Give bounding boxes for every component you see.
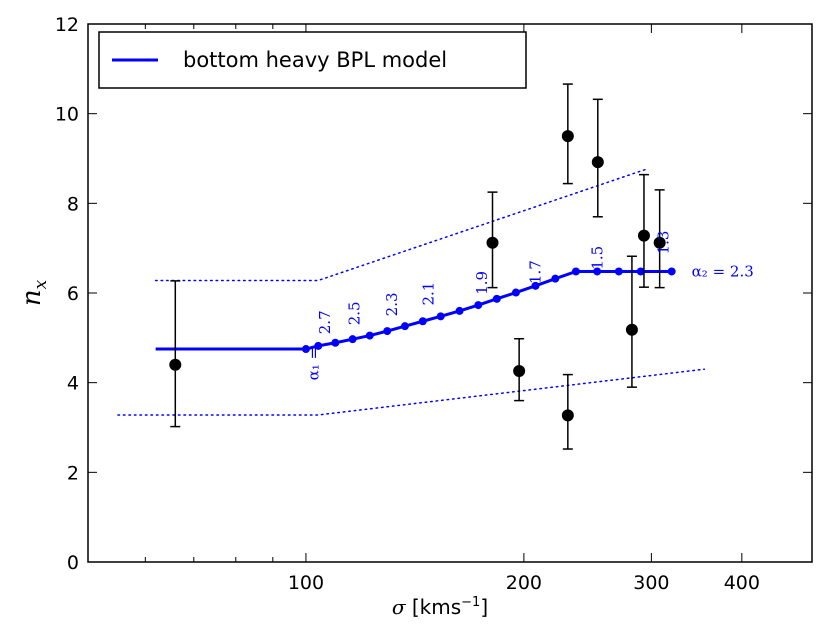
plot-frame bbox=[87, 23, 813, 563]
model-marker bbox=[551, 274, 560, 283]
data-point bbox=[513, 365, 526, 378]
model-marker bbox=[531, 281, 540, 290]
data-point bbox=[637, 229, 650, 242]
alpha-annotation: 1.7 bbox=[527, 260, 545, 284]
model-marker bbox=[636, 267, 645, 276]
model-marker bbox=[301, 345, 310, 354]
legend-label: bottom heavy BPL model bbox=[183, 48, 447, 72]
plot-area: 2.7 2.5 2.3 2.1 1.9 1.7 1.5 1.3 α₁ = α₂ = 2.3 bbox=[117, 83, 754, 450]
model-marker bbox=[314, 341, 323, 350]
data-point bbox=[169, 358, 182, 371]
y-tick-label: 12 bbox=[55, 14, 79, 36]
model-marker bbox=[383, 327, 392, 336]
y-tick-label: 2 bbox=[67, 462, 79, 484]
x-tick-label: 300 bbox=[633, 572, 669, 594]
alpha1-label: α₁ = bbox=[304, 347, 322, 380]
alpha-annotation: 2.1 bbox=[419, 282, 437, 306]
data-point bbox=[653, 236, 666, 249]
y-axis-label: nx bbox=[17, 279, 51, 306]
model-marker bbox=[365, 331, 374, 340]
x-tick-label: 100 bbox=[288, 572, 324, 594]
model-marker bbox=[511, 288, 520, 297]
model-marker bbox=[436, 312, 445, 321]
model-marker bbox=[571, 267, 580, 276]
y-tick-label: 10 bbox=[55, 104, 79, 126]
legend: bottom heavy BPL model bbox=[98, 31, 527, 89]
alpha2-label: α₂ = 2.3 bbox=[692, 262, 754, 280]
alpha-annotation: 1.5 bbox=[589, 246, 607, 270]
alpha-annotation: 1.3 bbox=[655, 231, 673, 255]
data-point bbox=[561, 409, 574, 422]
axes: 0 2 4 6 8 10 12 100 200 300 400 σ [kms−1] nx bbox=[17, 14, 813, 619]
model-marker bbox=[400, 322, 409, 331]
alpha-annotation: 2.5 bbox=[345, 301, 363, 325]
y-tick-label: 6 bbox=[67, 283, 79, 305]
model-marker bbox=[614, 267, 623, 276]
model-marker bbox=[418, 317, 427, 326]
y-tick-label: 0 bbox=[67, 552, 79, 574]
x-tick-label: 400 bbox=[724, 572, 760, 594]
model-marker bbox=[492, 294, 501, 303]
x-axis-label: σ [kms−1] bbox=[392, 595, 488, 619]
alpha-annotation: 1.9 bbox=[473, 271, 491, 295]
model-marker bbox=[593, 267, 602, 276]
data-point bbox=[486, 236, 499, 249]
model-marker bbox=[348, 335, 357, 344]
data-point bbox=[591, 156, 604, 169]
alpha-annotation: 2.3 bbox=[383, 292, 401, 316]
upper-band-line bbox=[154, 168, 647, 282]
alpha-annotation: 2.7 bbox=[316, 310, 334, 334]
y-tick-label: 4 bbox=[67, 373, 79, 395]
model-marker bbox=[331, 338, 340, 347]
legend-box bbox=[98, 31, 527, 89]
data-point bbox=[625, 323, 638, 336]
x-tick-label: 200 bbox=[506, 572, 542, 594]
data-point bbox=[561, 130, 574, 143]
model-marker bbox=[474, 301, 483, 310]
y-tick-label: 8 bbox=[67, 193, 79, 215]
lower-band-line bbox=[117, 368, 706, 416]
model-marker bbox=[667, 267, 676, 276]
model-marker bbox=[455, 306, 464, 315]
